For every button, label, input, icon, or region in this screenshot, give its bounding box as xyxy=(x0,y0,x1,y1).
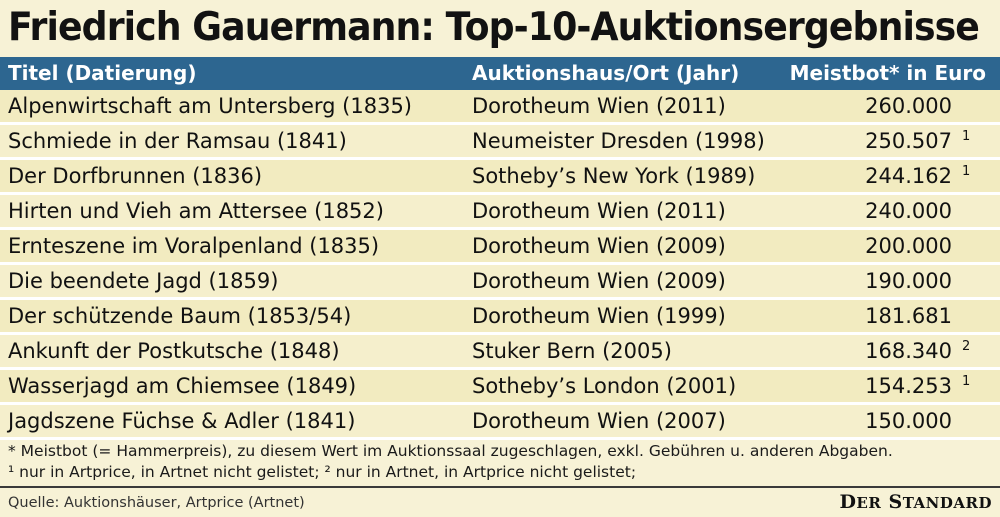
cell-price: 168.340 xyxy=(865,339,952,363)
cell-footnote-marker: 1 xyxy=(962,129,971,144)
cell-price: 181.681 xyxy=(865,304,952,328)
table-row: Hirten und Vieh am Attersee (1852) Dorot… xyxy=(0,195,1000,230)
cell-auction-house: Dorotheum Wien (2007) xyxy=(472,409,726,433)
cell-title: Alpenwirtschaft am Untersberg (1835) xyxy=(8,94,412,118)
cell-title: Schmiede in der Ramsau (1841) xyxy=(8,129,347,153)
chart-title: Friedrich Gauermann: Top-10-Auktionserge… xyxy=(8,5,980,50)
cell-footnote-marker: 1 xyxy=(962,374,971,389)
cell-title: Die beendete Jagd (1859) xyxy=(8,269,279,293)
table-row: Der schützende Baum (1853/54) Dorotheum … xyxy=(0,300,1000,335)
cell-price: 154.253 xyxy=(865,374,952,398)
cell-auction-house: Stuker Bern (2005) xyxy=(472,339,672,363)
cell-auction-house: Dorotheum Wien (2009) xyxy=(472,234,726,258)
table-row: Die beendete Jagd (1859) Dorotheum Wien … xyxy=(0,265,1000,300)
cell-price: 240.000 xyxy=(865,199,952,223)
column-header-price: Meistbot* in Euro xyxy=(789,61,986,85)
cell-price: 190.000 xyxy=(865,269,952,293)
logo-letters: TANDARD xyxy=(902,494,992,512)
cell-title: Ankunft der Postkutsche (1848) xyxy=(8,339,340,363)
logo-letter: S xyxy=(888,491,903,513)
cell-footnote-marker: 2 xyxy=(962,339,971,354)
logo-letters: ER xyxy=(856,494,882,512)
cell-title: Der Dorfbrunnen (1836) xyxy=(8,164,263,188)
cell-auction-house: Dorotheum Wien (2011) xyxy=(472,199,726,223)
cell-auction-house: Sotheby’s London (2001) xyxy=(472,374,737,398)
cell-price: 200.000 xyxy=(865,234,952,258)
cell-title: Ernteszene im Voralpenland (1835) xyxy=(8,234,380,258)
cell-auction-house: Dorotheum Wien (1999) xyxy=(472,304,726,328)
cell-title: Jagdszene Füchse & Adler (1841) xyxy=(8,409,356,433)
cell-footnote-marker: 1 xyxy=(962,164,971,179)
table-row: Jagdszene Füchse & Adler (1841) Dorotheu… xyxy=(0,405,1000,440)
table-row: Wasserjagd am Chiemsee (1849) Sotheby’s … xyxy=(0,370,1000,405)
cell-auction-house: Neumeister Dresden (1998) xyxy=(472,129,765,153)
cell-title: Hirten und Vieh am Attersee (1852) xyxy=(8,199,384,223)
table-row: Schmiede in der Ramsau (1841) Neumeister… xyxy=(0,125,1000,160)
footnote-sources: ¹ nur in Artprice, in Artnet nicht gelis… xyxy=(8,463,637,481)
cell-price: 244.162 xyxy=(865,164,952,188)
cell-auction-house: Dorotheum Wien (2009) xyxy=(472,269,726,293)
table-row: Ernteszene im Voralpenland (1835) Doroth… xyxy=(0,230,1000,265)
table-row: Alpenwirtschaft am Untersberg (1835) Dor… xyxy=(0,90,1000,125)
cell-price: 260.000 xyxy=(865,94,952,118)
column-header-auction-house: Auktionshaus/Ort (Jahr) xyxy=(472,61,740,85)
cell-auction-house: Sotheby’s New York (1989) xyxy=(472,164,756,188)
cell-auction-house: Dorotheum Wien (2011) xyxy=(472,94,726,118)
cell-title: Wasserjagd am Chiemsee (1849) xyxy=(8,374,357,398)
divider xyxy=(0,486,1000,488)
table-row: Der Dorfbrunnen (1836) Sotheby’s New Yor… xyxy=(0,160,1000,195)
cell-price: 150.000 xyxy=(865,409,952,433)
source-note: Quelle: Auktionshäuser, Artprice (Artnet… xyxy=(8,495,305,511)
table-header: Titel (Datierung) Auktionshaus/Ort (Jahr… xyxy=(0,57,1000,90)
cell-price: 250.507 xyxy=(865,129,952,153)
publisher-logo: DER STANDARD xyxy=(839,490,992,515)
table-row: Ankunft der Postkutsche (1848) Stuker Be… xyxy=(0,335,1000,370)
table-body: Alpenwirtschaft am Untersberg (1835) Dor… xyxy=(0,90,1000,440)
cell-title: Der schützende Baum (1853/54) xyxy=(8,304,352,328)
footnote-hammer-price: * Meistbot (= Hammerpreis), zu diesem We… xyxy=(8,442,893,460)
footnotes: * Meistbot (= Hammerpreis), zu diesem We… xyxy=(8,441,998,483)
column-header-title: Titel (Datierung) xyxy=(8,61,197,85)
logo-letter: D xyxy=(839,491,857,513)
